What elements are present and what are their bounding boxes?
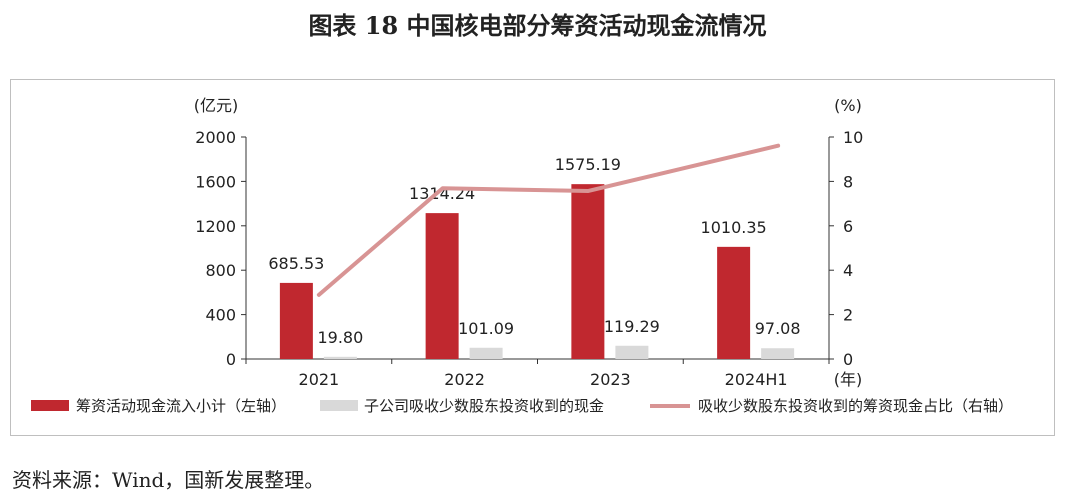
legend-label-minority: 子公司吸收少数股东投资收到的现金 (364, 397, 604, 415)
bar-minority-label: 101.09 (458, 319, 514, 338)
bar-minority (615, 345, 649, 359)
y-right-tick-label: 2 (843, 306, 853, 325)
bar-inflow (717, 246, 751, 359)
y-right-tick-label: 8 (843, 172, 853, 191)
y-left-tick-label: 0 (226, 350, 236, 369)
bar-inflow (425, 213, 459, 359)
bar-minority-label: 97.08 (755, 319, 801, 338)
bar-minority (761, 348, 795, 359)
legend-label-inflow: 筹资活动现金流入小计（左轴） (76, 397, 286, 415)
y-left-unit: (亿元) (194, 96, 239, 115)
x-tick-label: 2022 (444, 370, 485, 389)
x-tick-label: 2021 (299, 370, 340, 389)
x-tick-label: 2024H1 (725, 370, 788, 389)
bar-inflow-label: 1575.19 (555, 155, 621, 174)
bar-minority-label: 19.80 (317, 328, 363, 347)
bar-inflow-label: 1010.35 (701, 218, 767, 237)
legend-label-share: 吸收少数股东投资收到的筹资现金占比（右轴） (698, 397, 1013, 415)
y-left-tick-label: 800 (205, 261, 236, 280)
figure-title: 图表 18 中国核电部分筹资活动现金流情况 (308, 11, 767, 40)
y-left-tick-label: 1200 (195, 217, 236, 236)
bar-inflow-label: 685.53 (268, 254, 324, 273)
y-right-tick-label: 0 (843, 350, 853, 369)
source-note: 资料来源：Wind，国新发展整理。 (12, 468, 325, 492)
x-axis-unit: (年) (834, 370, 863, 389)
legend-swatch-inflow (31, 400, 69, 411)
bar-minority-label: 119.29 (604, 317, 660, 336)
bar-inflow (279, 282, 313, 359)
bar-minority (323, 356, 357, 359)
bar-minority (469, 347, 503, 359)
y-left-tick-label: 2000 (195, 128, 236, 147)
legend-swatch-minority (320, 400, 358, 411)
y-right-tick-label: 10 (843, 128, 863, 147)
y-left-tick-label: 400 (205, 306, 236, 325)
y-right-tick-label: 6 (843, 217, 853, 236)
x-tick-label: 2023 (590, 370, 631, 389)
y-left-tick-label: 1600 (195, 172, 236, 191)
bar-inflow (571, 184, 605, 359)
y-right-tick-label: 4 (843, 261, 853, 280)
chart-frame (10, 79, 1055, 436)
y-right-unit: (%) (834, 96, 862, 115)
chart: 0 400 800 1200 1600 2000 (亿元) 0 2 4 6 8 10 (%) 2021 202… (31, 96, 1013, 415)
line-series-share (316, 143, 781, 297)
